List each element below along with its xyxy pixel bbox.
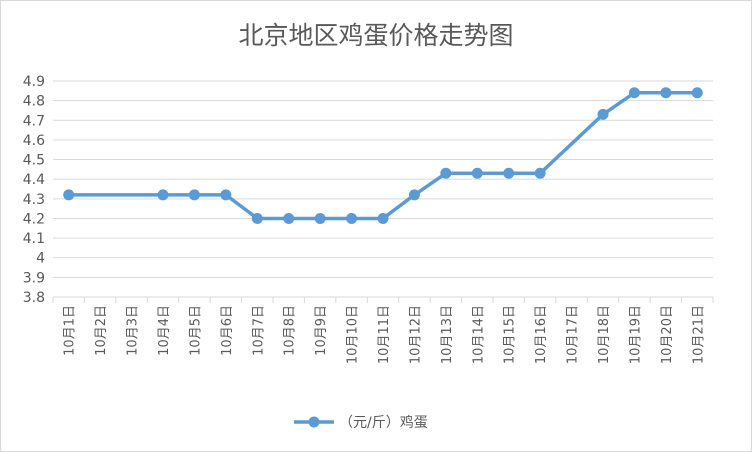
y-axis-ticks: 3.8 3.9 4 4.1 4.2 4.3 4.4 4.5 4.6 4.7 4.8 4.9 xyxy=(23,74,45,306)
grid-lines xyxy=(53,80,713,298)
data-point xyxy=(471,167,483,179)
data-point xyxy=(251,212,263,224)
x-tick-label: 10月1日 xyxy=(63,305,78,356)
data-point xyxy=(220,189,232,201)
data-point xyxy=(503,167,515,179)
x-tick-label: 10月14日 xyxy=(471,305,486,364)
data-point xyxy=(346,212,358,224)
x-tick-label: 10月17日 xyxy=(566,305,581,364)
data-point xyxy=(63,189,75,201)
y-tick-label: 4.9 xyxy=(23,74,45,90)
x-tick-label: 10月12日 xyxy=(408,305,423,364)
y-tick-label: 4.4 xyxy=(23,172,45,188)
x-tick-label: 10月5日 xyxy=(188,305,203,356)
y-tick-label: 4 xyxy=(36,251,45,267)
y-tick-label: 4.7 xyxy=(23,113,45,129)
chart-title: 北京地区鸡蛋价格走势图 xyxy=(238,21,513,50)
data-point xyxy=(440,167,452,179)
x-tick-label: 10月2日 xyxy=(94,305,109,356)
x-tick-label: 10月18日 xyxy=(597,305,612,364)
y-tick-label: 4.1 xyxy=(23,231,45,247)
x-tick-label: 10月4日 xyxy=(157,305,172,356)
legend: （元/斤）鸡蛋 xyxy=(294,414,428,431)
data-point xyxy=(534,167,546,179)
y-tick-label: 4.8 xyxy=(23,94,45,110)
y-tick-label: 3.9 xyxy=(23,270,45,286)
x-tick-label: 10月10日 xyxy=(346,305,361,364)
y-tick-label: 4.3 xyxy=(23,192,45,208)
x-tick-label: 10月19日 xyxy=(628,305,643,364)
y-tick-label: 4.2 xyxy=(23,211,45,227)
series-layer xyxy=(63,87,703,224)
data-point xyxy=(188,189,200,201)
x-tick-label: 10月3日 xyxy=(126,305,141,356)
x-tick-label: 10月9日 xyxy=(314,305,329,356)
data-point xyxy=(408,189,420,201)
y-tick-label: 4.6 xyxy=(23,133,45,149)
x-tick-label: 10月20日 xyxy=(660,305,675,364)
x-tick-label: 10月15日 xyxy=(503,305,518,364)
x-tick-label: 10月21日 xyxy=(691,305,706,364)
x-tick-label: 10月6日 xyxy=(220,305,235,356)
x-tick-label: 10月16日 xyxy=(534,305,549,364)
x-tick-label: 10月7日 xyxy=(251,305,266,356)
data-point xyxy=(314,212,326,224)
data-point xyxy=(283,212,295,224)
legend-label: （元/斤）鸡蛋 xyxy=(339,414,428,431)
data-point xyxy=(691,87,703,99)
legend-marker xyxy=(308,416,320,428)
x-axis: 10月1日 10月2日 10月3日 10月4日 10月5日 10月6日 10月7日 10月8日… xyxy=(52,297,714,364)
data-point xyxy=(660,87,672,99)
data-point xyxy=(628,87,640,99)
x-tick-label: 10月13日 xyxy=(440,305,455,364)
data-point xyxy=(157,189,169,201)
data-point xyxy=(377,212,389,224)
data-point xyxy=(597,108,609,120)
y-tick-label: 4.5 xyxy=(23,153,45,169)
y-tick-label: 3.8 xyxy=(23,290,45,306)
x-tick-label: 10月8日 xyxy=(283,305,298,356)
x-tick-label: 10月11日 xyxy=(377,305,392,364)
